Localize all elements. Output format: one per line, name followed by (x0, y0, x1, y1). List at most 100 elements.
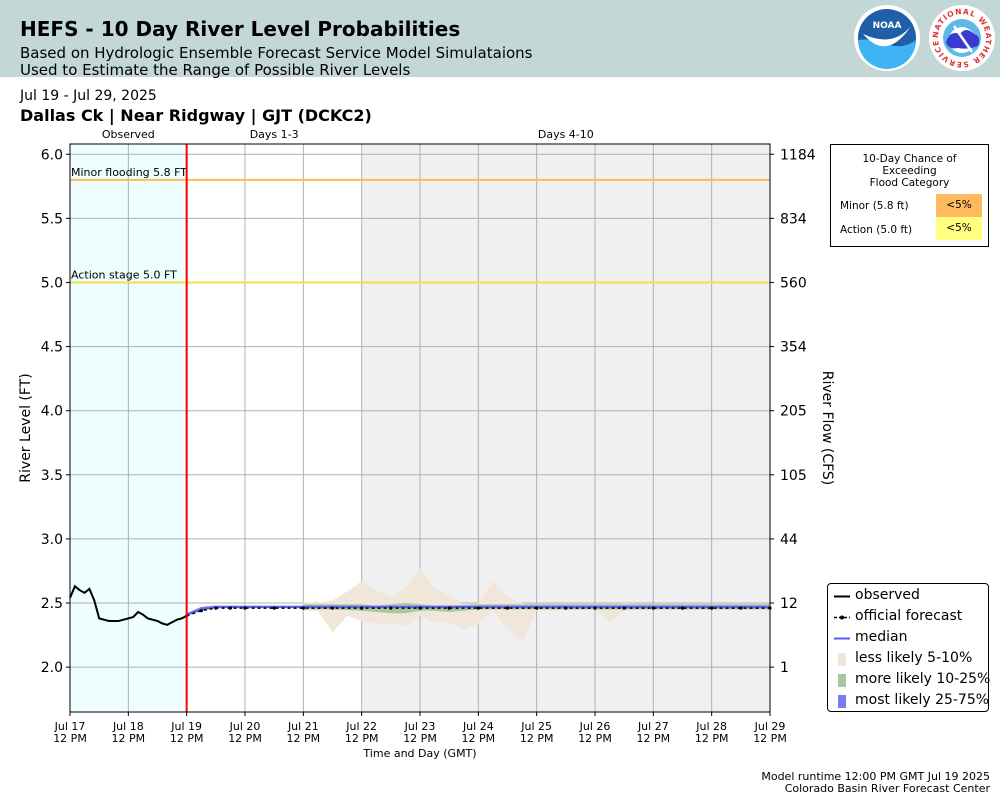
legend-item-median: median (832, 628, 987, 649)
forecast-point (243, 606, 247, 610)
x-tick-label: Jul 23 (404, 720, 436, 733)
header-banner: HEFS - 10 Day River Level Probabilities … (0, 0, 1000, 79)
x-tick-label: Jul 27 (637, 720, 669, 733)
station-title: Dallas Ck | Near Ridgway | GJT (DCKC2) (20, 106, 372, 125)
forecast-point (360, 606, 364, 610)
forecast-point (301, 606, 305, 610)
forecast-point (228, 606, 233, 610)
y-tick-label: 2.0 (41, 660, 63, 676)
y-tick-label: 2.5 (41, 596, 63, 612)
forecast-point (418, 606, 422, 610)
forecast-point (505, 606, 510, 610)
y-tick-label: 4.5 (41, 340, 63, 356)
days-4-10-background (361, 144, 770, 712)
x-tick-label: Jul 19 (170, 720, 202, 733)
y-tick-label: 3.0 (41, 532, 63, 548)
legend-item-more-likely: more likely 10-25% (832, 670, 990, 691)
page-subtitle-2: Used to Estimate the Range of Possible R… (20, 61, 411, 79)
forecast-point (272, 606, 276, 610)
y-tick-label: 6.0 (41, 147, 63, 163)
flood-probability-box: 10-Day Chance of Exceeding Flood Categor… (830, 144, 989, 247)
x-tick-label: Jul 24 (462, 720, 494, 733)
x-tick-label: 12 PM (462, 732, 496, 745)
forecast-point (199, 609, 203, 613)
plot-frame (69, 143, 771, 713)
x-axis-label: Time and Day (GMT) (362, 747, 476, 760)
x-tick-label: 12 PM (520, 732, 554, 745)
y-right-tick-label: 354 (780, 340, 807, 356)
legend-item-less-likely: less likely 5-10% (832, 649, 987, 670)
x-tick-label: 12 PM (695, 732, 729, 745)
x-tick-label: Jul 17 (54, 720, 86, 733)
minor-flood-label: Minor flooding 5.8 FT (71, 166, 187, 179)
x-tick-label: Jul 28 (695, 720, 727, 733)
x-tick-label: 12 PM (403, 732, 437, 745)
forecast-center: Colorado Basin River Forecast Center (784, 782, 990, 795)
forecast-point (680, 606, 685, 610)
x-tick-label: 12 PM (287, 732, 321, 745)
legend-item-forecast: official forecast (832, 607, 987, 628)
chart-legend: observed official forecast median less l… (827, 583, 990, 712)
period-label-observed: Observed (102, 128, 155, 141)
model-runtime: Model runtime 12:00 PM GMT Jul 19 2025 (761, 770, 990, 783)
forecast-point (564, 606, 568, 610)
x-tick-label: Jul 25 (520, 720, 552, 733)
median-line-icon (834, 637, 850, 640)
x-tick-label: 12 PM (345, 732, 379, 745)
forecast-point (739, 606, 743, 610)
y-right-tick-label: 205 (780, 404, 807, 420)
x-tick-label: Jul 20 (229, 720, 261, 733)
legend-item-most-likely: most likely 25-75% (832, 691, 989, 712)
y-right-tick-label: 12 (780, 596, 798, 612)
forecast-point (447, 606, 451, 610)
x-tick-label: Jul 21 (287, 720, 319, 733)
official-forecast-line (186, 607, 770, 617)
y-tick-label: 3.5 (41, 468, 63, 484)
x-tick-label: Jul 26 (579, 720, 611, 733)
less-likely-swatch-icon (838, 653, 846, 666)
x-tick-label: 12 PM (112, 732, 146, 745)
period-label-days-1-3: Days 1-3 (250, 128, 299, 141)
median-line (186, 606, 770, 616)
page-title: HEFS - 10 Day River Level Probabilities (20, 17, 461, 41)
action-stage-label: Action stage 5.0 FT (71, 268, 177, 281)
noaa-logo-icon: NOAA (854, 5, 920, 71)
x-tick-label: Jul 29 (754, 720, 786, 733)
forecast-point (389, 606, 393, 610)
x-tick-label: 12 PM (637, 732, 671, 745)
y-tick-label: 4.0 (41, 404, 63, 420)
minor-flood-chance: <5% (936, 194, 982, 217)
forecast-point (330, 606, 335, 610)
action-stage-label: Action (5.0 ft) (840, 224, 913, 236)
x-tick-label: 12 PM (578, 732, 612, 745)
y-axis-label: River Level (FT) (18, 373, 34, 482)
probability-box-title: 10-Day Chance of Exceeding Flood Categor… (862, 153, 957, 189)
y-tick-label: 5.5 (41, 211, 63, 227)
x-tick-label: 12 PM (753, 732, 787, 745)
action-stage-chance: <5% (936, 217, 982, 240)
observed-line-icon (834, 595, 850, 598)
y-right-tick-label: 105 (780, 468, 807, 484)
most-likely-swatch-icon (838, 695, 846, 708)
forecast-point (476, 606, 480, 610)
forecast-point (535, 606, 539, 610)
observed-line (69, 584, 188, 626)
y-right-tick-label: 1184 (780, 147, 816, 163)
y-right-axis-label: River Flow (CFS) (819, 371, 835, 486)
y-right-tick-label: 834 (780, 211, 807, 227)
forecast-point (622, 606, 626, 610)
nws-logo-icon: NATIONAL WEATHER SERVICE (929, 5, 995, 71)
y-tick-label: 5.0 (41, 275, 63, 291)
forecast-point (651, 606, 655, 610)
x-tick-label: Jul 18 (112, 720, 144, 733)
x-tick-label: 12 PM (53, 732, 87, 745)
forecast-point (710, 606, 714, 610)
period-label-days-4-10: Days 4-10 (538, 128, 594, 141)
x-tick-label: Jul 22 (345, 720, 377, 733)
y-right-tick-label: 560 (780, 275, 807, 291)
y-right-tick-label: 44 (780, 532, 798, 548)
date-range: Jul 19 - Jul 29, 2025 (20, 88, 157, 104)
y-right-tick-label: 1 (780, 660, 789, 676)
minor-flood-label: Minor (5.8 ft) (840, 200, 909, 212)
